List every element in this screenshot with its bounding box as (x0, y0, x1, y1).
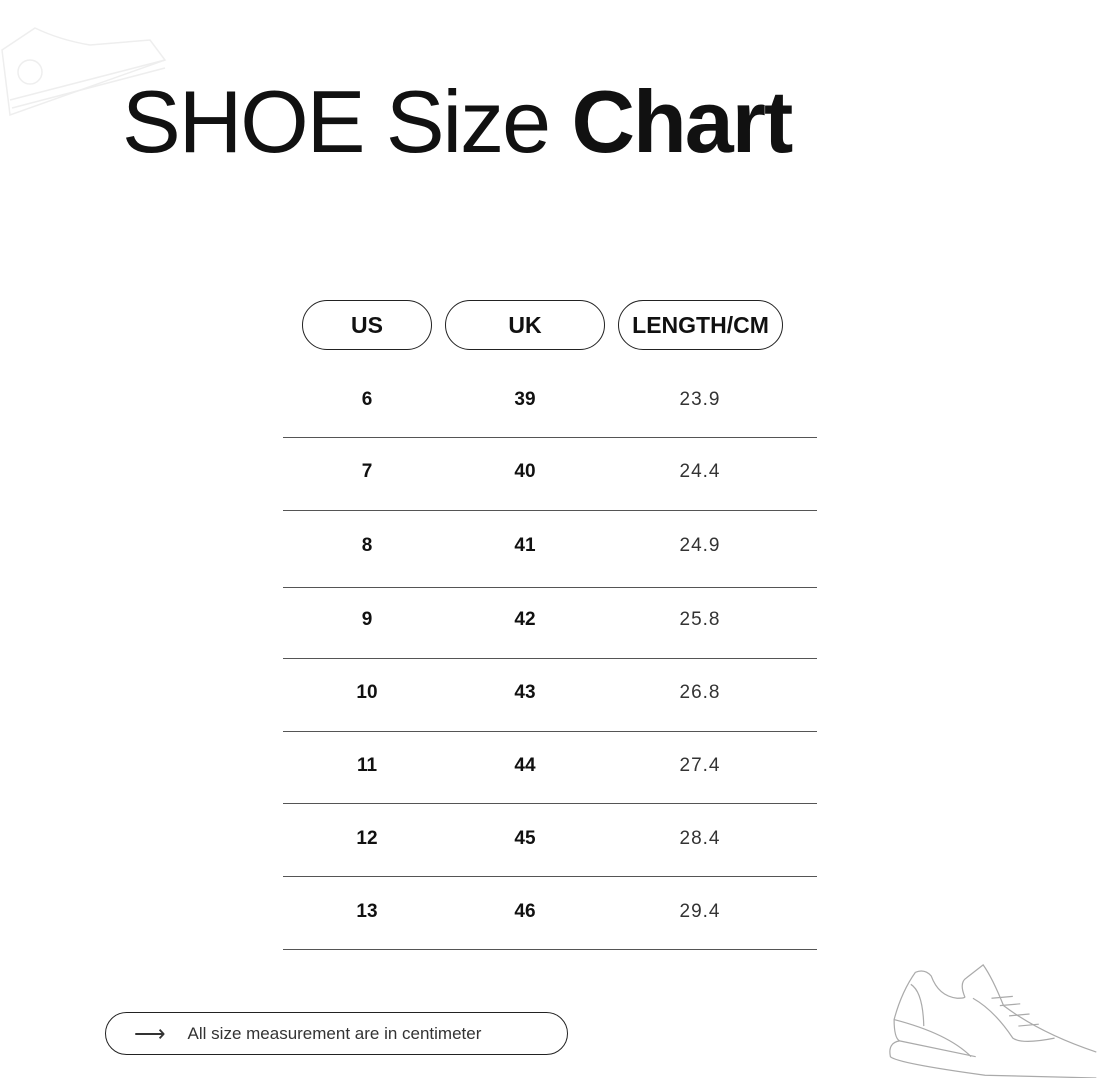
row-divider (283, 587, 817, 588)
cell-length-cm: 24.9 (679, 535, 721, 556)
row-divider (283, 803, 817, 804)
row-divider (283, 437, 817, 438)
cell-length-cm: 24.4 (679, 461, 721, 482)
cell-length-cm: 26.8 (679, 682, 721, 703)
cell-length-cm: 25.8 (679, 609, 721, 630)
cell-us-size: 13 (356, 901, 378, 922)
page-title: SHOE Size Chart (122, 72, 793, 172)
cell-uk-size: 43 (514, 682, 536, 703)
cell-us-size: 10 (356, 682, 378, 703)
row-divider (283, 949, 817, 950)
cell-length-cm: 23.9 (679, 389, 721, 410)
row-divider (283, 876, 817, 877)
footer-note: ⟶ All size measurement are in centimeter (105, 1012, 568, 1055)
cell-uk-size: 46 (514, 901, 536, 922)
title-bold: Chart (571, 72, 793, 171)
row-divider (283, 731, 817, 732)
cell-uk-size: 39 (514, 389, 536, 410)
cell-us-size: 9 (361, 609, 373, 630)
cell-length-cm: 28.4 (679, 828, 721, 849)
sneaker-outline-icon (889, 963, 1097, 1078)
cell-us-size: 12 (356, 828, 378, 849)
cell-us-size: 6 (361, 389, 373, 410)
cell-uk-size: 40 (514, 461, 536, 482)
sneaker-watermark-icon (1, 27, 167, 117)
cell-us-size: 8 (361, 535, 373, 556)
arrow-right-icon: ⟶ (134, 1020, 166, 1046)
cell-us-size: 11 (356, 755, 378, 776)
title-regular: SHOE Size (122, 72, 551, 171)
cell-uk-size: 44 (514, 755, 536, 776)
header-uk: UK (445, 300, 605, 350)
header-length-cm: LENGTH/CM (618, 300, 783, 350)
cell-length-cm: 27.4 (679, 755, 721, 776)
row-divider (283, 510, 817, 511)
cell-us-size: 7 (361, 461, 373, 482)
cell-uk-size: 41 (514, 535, 536, 556)
cell-uk-size: 42 (514, 609, 536, 630)
cell-uk-size: 45 (514, 828, 536, 849)
header-us: US (302, 300, 432, 350)
footer-text: All size measurement are in centimeter (187, 1023, 482, 1043)
row-divider (283, 658, 817, 659)
cell-length-cm: 29.4 (679, 901, 721, 922)
